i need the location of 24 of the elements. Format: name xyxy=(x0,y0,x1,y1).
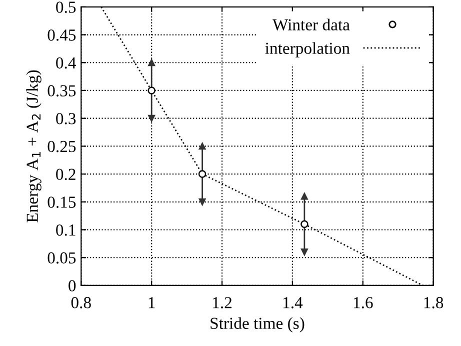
x-tick-label: 1.2 xyxy=(213,297,232,308)
y-tick-label: 0.1 xyxy=(56,224,76,236)
x-tick-label: 1.8 xyxy=(424,297,444,308)
y-tick-label: 0.4 xyxy=(56,57,76,69)
x-tick-label: 1.6 xyxy=(354,297,373,308)
y-tick-label: 0 xyxy=(68,280,76,292)
point xyxy=(148,86,156,94)
y-tick-label: 0.5 xyxy=(56,2,76,13)
y-tick-label: 0.3 xyxy=(56,113,76,124)
x-tick-label: 1 xyxy=(148,297,155,308)
y-tick-label: 0.35 xyxy=(48,85,76,96)
x-tick-label: 0.8 xyxy=(71,297,91,308)
y-tick-label: 0.45 xyxy=(48,29,76,41)
point xyxy=(198,170,206,178)
legend-label: Winter data xyxy=(272,18,350,31)
x-tick-label: 1.4 xyxy=(284,297,303,308)
legend-label: interpolation xyxy=(265,42,350,58)
point xyxy=(300,220,308,228)
y-tick-label: 0.15 xyxy=(48,196,76,208)
y-axis-title: Energy A$_{1}$ + A$_{2}$ (J/kg) xyxy=(26,70,42,222)
y-tick-label: 0.05 xyxy=(48,252,76,264)
y-tick-label: 0.2 xyxy=(56,168,76,180)
y-tick-label: 0.25 xyxy=(48,140,76,152)
x-axis-title: Stride time (s) xyxy=(210,317,304,332)
